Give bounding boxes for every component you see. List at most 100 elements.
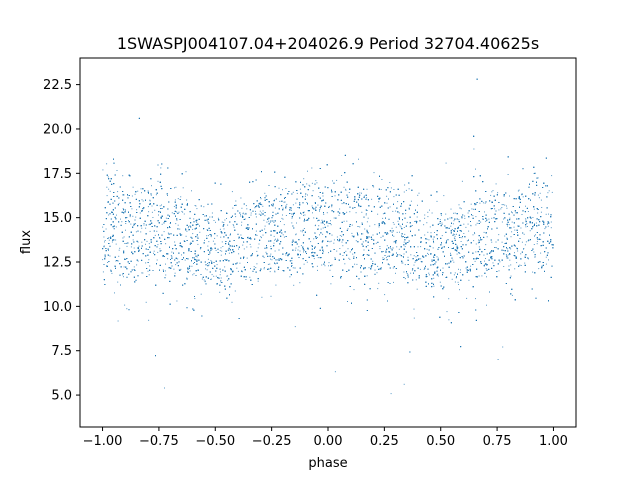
data-point [255,216,257,218]
data-point [219,274,221,276]
data-point [192,233,194,235]
data-point [514,252,515,254]
data-point [380,189,382,190]
data-point [117,281,119,283]
data-point [495,247,497,249]
data-point [501,241,503,243]
data-point [260,236,262,238]
data-point [151,185,152,187]
data-point [318,196,320,198]
data-point [193,218,195,220]
data-point [291,213,293,215]
data-point [306,261,308,263]
data-point [220,247,222,249]
data-point [291,222,293,224]
data-point [108,249,109,251]
data-point [207,258,209,260]
data-point [226,218,227,219]
data-point [410,272,412,274]
data-point [283,224,285,226]
data-point [174,241,176,243]
data-point [264,225,266,227]
data-point [191,190,192,192]
data-point [255,230,257,232]
data-point [322,223,324,224]
data-point [416,259,417,260]
data-point [250,212,252,214]
data-point [540,211,542,213]
data-point [491,201,493,203]
data-point [264,192,266,194]
data-point [333,217,335,219]
data-point [537,212,539,214]
data-point [537,177,539,179]
data-point [141,192,142,194]
data-point [186,277,188,279]
data-point [545,263,547,265]
data-point [243,248,245,250]
data-point [491,191,493,193]
data-point [241,221,243,223]
data-point [231,270,233,272]
data-point [123,276,124,278]
data-point [107,262,109,263]
data-point [147,270,149,272]
data-point [540,252,542,254]
data-point [102,259,104,261]
data-point [399,254,401,256]
data-point [433,277,435,279]
data-point [413,255,415,257]
data-point [362,241,364,243]
data-point [128,273,130,275]
data-point [274,239,276,241]
data-point [393,223,395,225]
data-point [292,267,294,269]
data-point [536,240,538,242]
data-point [314,232,316,234]
data-point [149,199,151,201]
data-point [332,180,333,182]
data-point [450,252,451,254]
data-point [461,237,463,239]
data-point [461,180,463,182]
data-point [349,211,351,213]
data-point [509,259,511,261]
data-point [209,252,211,254]
data-point [240,234,242,236]
data-point [426,222,428,224]
data-point [279,200,281,202]
data-point [437,275,439,277]
data-point [156,230,158,232]
data-point [149,230,151,232]
data-point [503,218,505,220]
data-point [257,247,259,249]
data-point [443,195,445,197]
data-point [359,226,361,228]
data-point [454,281,456,283]
data-point [282,214,283,216]
data-point [376,272,378,274]
data-point [467,223,469,225]
data-point [491,241,493,243]
data-point [294,249,296,251]
data-point [478,275,480,277]
data-point [522,196,524,198]
data-point [498,234,500,236]
data-point [195,205,197,207]
data-point [271,259,273,261]
data-point [128,220,129,221]
data-point [104,241,105,243]
data-point [419,268,421,270]
data-point [121,221,123,223]
data-point [240,197,242,199]
data-point [372,234,374,236]
data-point [213,275,215,277]
data-point [264,228,266,230]
data-point [405,242,406,244]
data-point [511,294,513,296]
data-point [283,201,285,203]
data-point [116,214,117,216]
data-point [177,198,179,200]
data-point [336,250,338,252]
